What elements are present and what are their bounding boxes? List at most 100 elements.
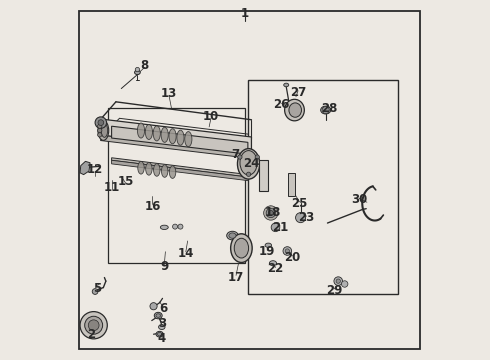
Text: 13: 13 — [161, 87, 177, 100]
Ellipse shape — [160, 225, 168, 229]
Text: 30: 30 — [351, 193, 367, 206]
Circle shape — [285, 249, 290, 253]
Ellipse shape — [153, 126, 160, 141]
Text: 26: 26 — [273, 98, 290, 111]
Circle shape — [178, 224, 183, 229]
Ellipse shape — [265, 243, 271, 247]
Polygon shape — [101, 135, 251, 158]
Ellipse shape — [159, 324, 165, 329]
Text: 17: 17 — [228, 271, 244, 284]
Circle shape — [255, 155, 259, 159]
Ellipse shape — [170, 166, 176, 179]
Ellipse shape — [185, 132, 192, 147]
Ellipse shape — [98, 121, 109, 140]
Bar — [248, 80, 398, 294]
Circle shape — [80, 312, 107, 339]
Ellipse shape — [146, 125, 152, 139]
Circle shape — [246, 172, 251, 176]
Text: 19: 19 — [259, 245, 275, 258]
Ellipse shape — [231, 234, 252, 262]
Text: 24: 24 — [243, 157, 260, 170]
Circle shape — [98, 133, 102, 137]
Text: 10: 10 — [203, 110, 219, 123]
Polygon shape — [112, 158, 248, 177]
Ellipse shape — [285, 99, 304, 121]
Ellipse shape — [177, 130, 184, 145]
Circle shape — [95, 117, 107, 129]
Ellipse shape — [234, 238, 248, 258]
Text: 1: 1 — [241, 7, 249, 20]
Ellipse shape — [153, 164, 160, 176]
Circle shape — [85, 316, 102, 334]
Circle shape — [271, 223, 280, 231]
Text: 8: 8 — [141, 59, 148, 72]
Ellipse shape — [270, 261, 276, 266]
Ellipse shape — [138, 162, 144, 174]
Text: 11: 11 — [103, 181, 120, 194]
Polygon shape — [112, 160, 248, 181]
Circle shape — [269, 211, 273, 216]
Text: 23: 23 — [298, 211, 315, 224]
Circle shape — [322, 107, 329, 114]
Circle shape — [92, 289, 98, 294]
Text: 9: 9 — [160, 260, 169, 273]
Circle shape — [135, 67, 140, 72]
Text: 21: 21 — [272, 221, 288, 234]
Text: 14: 14 — [178, 247, 194, 260]
Polygon shape — [101, 119, 251, 153]
Ellipse shape — [157, 332, 162, 336]
Circle shape — [283, 247, 292, 255]
Text: 27: 27 — [290, 86, 306, 99]
Text: 18: 18 — [265, 207, 281, 220]
Ellipse shape — [101, 124, 108, 137]
Ellipse shape — [238, 149, 260, 179]
Ellipse shape — [284, 83, 289, 87]
Ellipse shape — [240, 150, 257, 175]
Text: 28: 28 — [321, 102, 338, 115]
Text: 20: 20 — [284, 251, 300, 264]
Polygon shape — [112, 126, 248, 154]
Circle shape — [264, 206, 278, 220]
Ellipse shape — [135, 70, 140, 75]
Text: 4: 4 — [158, 332, 166, 345]
Circle shape — [88, 320, 99, 330]
Polygon shape — [80, 161, 90, 175]
Circle shape — [334, 277, 343, 285]
Circle shape — [336, 279, 341, 283]
Text: 16: 16 — [144, 200, 161, 213]
Circle shape — [238, 155, 242, 159]
Circle shape — [98, 124, 102, 129]
Bar — [288, 173, 295, 196]
Text: 6: 6 — [159, 302, 168, 315]
Circle shape — [342, 281, 348, 287]
Bar — [259, 160, 268, 192]
Bar — [108, 108, 245, 263]
Ellipse shape — [161, 127, 168, 142]
Text: 12: 12 — [87, 163, 103, 176]
Text: 29: 29 — [326, 284, 342, 297]
Ellipse shape — [154, 312, 162, 319]
Text: 3: 3 — [158, 317, 166, 330]
Circle shape — [295, 213, 306, 223]
Ellipse shape — [289, 103, 301, 117]
Ellipse shape — [229, 233, 236, 238]
Ellipse shape — [156, 331, 163, 337]
Text: 2: 2 — [87, 328, 96, 341]
Ellipse shape — [146, 163, 152, 175]
Ellipse shape — [320, 106, 331, 114]
Text: 5: 5 — [93, 282, 101, 295]
Text: 25: 25 — [292, 197, 308, 210]
Ellipse shape — [156, 314, 161, 318]
Ellipse shape — [161, 165, 168, 177]
Circle shape — [150, 303, 157, 310]
Circle shape — [172, 224, 177, 229]
Circle shape — [98, 120, 104, 126]
Text: 7: 7 — [231, 148, 239, 161]
Text: 22: 22 — [268, 262, 284, 275]
Ellipse shape — [227, 231, 238, 240]
Ellipse shape — [169, 129, 176, 144]
Circle shape — [266, 208, 275, 218]
Ellipse shape — [137, 123, 145, 138]
Text: 15: 15 — [118, 175, 134, 188]
Circle shape — [98, 129, 102, 133]
